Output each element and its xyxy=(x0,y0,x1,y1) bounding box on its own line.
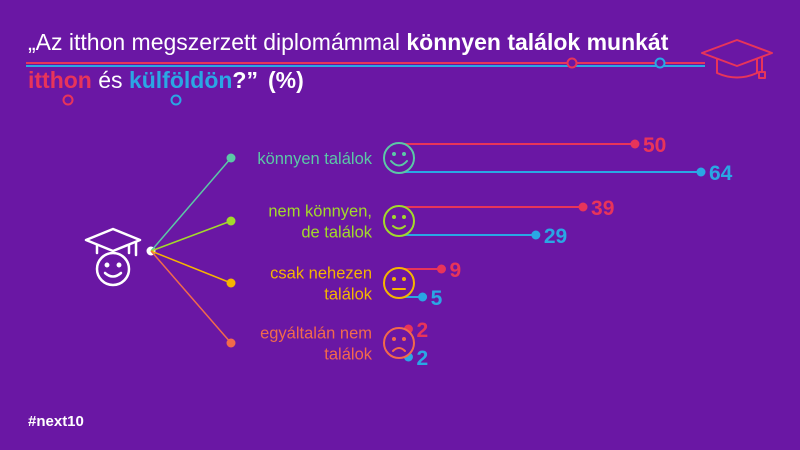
smile-icon xyxy=(383,205,415,237)
connector-line xyxy=(150,157,232,252)
title-line-1: „Az itthon megszerzett diplomámmal könny… xyxy=(28,29,669,55)
title-end: ?” xyxy=(232,67,258,93)
value-label: 2 xyxy=(416,319,428,342)
graduate-smiley-icon xyxy=(84,227,142,287)
value-label: 9 xyxy=(449,259,461,282)
connector-line xyxy=(150,250,232,344)
bar-end-dot xyxy=(418,292,428,302)
title-home: itthon xyxy=(28,67,92,93)
title-dot-abroad xyxy=(170,94,182,106)
category-connectors xyxy=(146,153,236,348)
bar-end-dot xyxy=(578,202,588,212)
category-label-line: csak nehezen xyxy=(270,265,372,283)
chart-rows: könnyen találok 50 64 nem könnyen, de találo… xyxy=(257,134,732,370)
value-label: 64 xyxy=(709,162,733,185)
category-label: könnyen találok xyxy=(257,150,372,168)
value-label: 29 xyxy=(544,225,567,248)
title-abroad: külföldön xyxy=(129,67,232,93)
value-label: 2 xyxy=(416,347,428,370)
title-bold: könnyen találok munkát xyxy=(406,29,668,55)
category-label-line: egyáltalán nem xyxy=(260,325,372,343)
bar-end-dot xyxy=(696,167,706,177)
chart-row: egyáltalán nem találok 2 2 xyxy=(260,319,428,370)
category-label-line: nem könnyen, xyxy=(268,203,372,221)
big-smile-icon xyxy=(383,142,415,174)
connector-line xyxy=(150,250,232,284)
title-line-2: itthon és külföldön?” (%) xyxy=(28,67,304,93)
title-text: „Az itthon megszerzett diplomámmal xyxy=(28,29,406,55)
logo-text: #next10 xyxy=(28,413,84,430)
value-label: 50 xyxy=(643,134,666,157)
category-label: nem könnyen, de találok xyxy=(268,203,372,242)
category-dot xyxy=(226,338,236,348)
connector-line xyxy=(150,220,232,252)
category-dot xyxy=(226,216,236,226)
sad-face-icon xyxy=(383,327,415,359)
category-label: csak nehezen találok xyxy=(270,265,373,304)
title-dot-home xyxy=(62,94,74,106)
category-label-line: de találok xyxy=(301,224,372,242)
title-and: és xyxy=(92,67,129,93)
legend-dot-home xyxy=(566,57,578,69)
chart-row: könnyen találok 50 64 xyxy=(257,134,732,185)
category-label: egyáltalán nem találok xyxy=(260,325,373,364)
chart-row: csak nehezen találok 95 xyxy=(270,259,461,310)
graduation-cap-icon xyxy=(701,39,773,79)
value-label: 39 xyxy=(591,197,614,220)
bar-end-dot xyxy=(531,230,541,240)
category-label-line: találok xyxy=(324,286,372,304)
title-decoration xyxy=(26,57,705,106)
legend-dot-abroad xyxy=(654,57,666,69)
chart-row: nem könnyen, de találok 39 29 xyxy=(268,197,614,248)
category-dot xyxy=(226,153,236,163)
bar-end-dot xyxy=(630,139,640,149)
category-dot xyxy=(226,278,236,288)
bar-end-dot xyxy=(436,264,446,274)
neutral-face-icon xyxy=(383,267,415,299)
category-label-line: könnyen találok xyxy=(257,150,372,168)
category-label-line: találok xyxy=(324,346,372,364)
value-label: 5 xyxy=(431,287,443,310)
title-unit: (%) xyxy=(268,67,304,93)
